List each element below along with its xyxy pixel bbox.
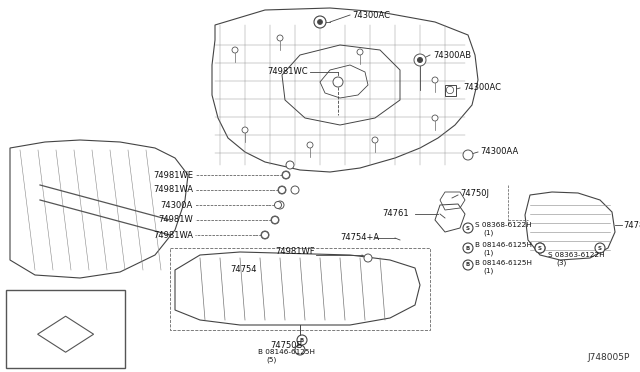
Text: (1): (1) xyxy=(483,268,493,274)
Text: 74981WA: 74981WA xyxy=(153,186,193,195)
Circle shape xyxy=(535,243,545,253)
Circle shape xyxy=(242,127,248,133)
Text: S: S xyxy=(466,225,470,231)
Text: S: S xyxy=(538,246,542,250)
Text: 74754: 74754 xyxy=(230,266,257,275)
Text: S 08368-6122H: S 08368-6122H xyxy=(475,222,532,228)
Text: S: S xyxy=(598,246,602,250)
Circle shape xyxy=(307,142,313,148)
Text: 74981WA: 74981WA xyxy=(153,231,193,240)
Text: 74750J: 74750J xyxy=(460,189,489,198)
Circle shape xyxy=(414,54,426,66)
Text: B 08146-6125H: B 08146-6125H xyxy=(258,349,315,355)
Circle shape xyxy=(278,186,286,194)
Circle shape xyxy=(357,49,363,55)
Circle shape xyxy=(271,216,279,224)
Text: B 08146-6125H: B 08146-6125H xyxy=(475,260,532,266)
Circle shape xyxy=(417,58,422,62)
Text: B: B xyxy=(466,263,470,267)
Circle shape xyxy=(463,150,473,160)
Text: 74882R: 74882R xyxy=(52,351,79,360)
Text: 74300A: 74300A xyxy=(161,201,193,209)
Circle shape xyxy=(282,171,290,179)
Text: B: B xyxy=(466,246,470,250)
Text: S 08363-6122H: S 08363-6122H xyxy=(548,252,605,258)
Circle shape xyxy=(282,171,289,179)
Text: (1): (1) xyxy=(483,250,493,256)
Circle shape xyxy=(463,243,473,253)
Text: 74981W: 74981W xyxy=(158,215,193,224)
Circle shape xyxy=(333,77,343,87)
Bar xyxy=(445,84,456,96)
Circle shape xyxy=(463,223,473,233)
Text: 74781: 74781 xyxy=(623,221,640,230)
Circle shape xyxy=(277,35,283,41)
Text: 74754+A: 74754+A xyxy=(340,234,379,243)
Text: 74750B: 74750B xyxy=(270,340,302,350)
Text: B: B xyxy=(300,337,304,343)
FancyBboxPatch shape xyxy=(6,290,125,368)
Circle shape xyxy=(297,335,307,345)
Circle shape xyxy=(295,345,305,355)
Text: (5): (5) xyxy=(266,357,276,363)
Circle shape xyxy=(291,186,299,194)
Circle shape xyxy=(262,231,269,238)
Circle shape xyxy=(535,243,545,253)
Circle shape xyxy=(432,77,438,83)
Circle shape xyxy=(314,16,326,28)
Circle shape xyxy=(372,137,378,143)
Circle shape xyxy=(446,86,454,94)
Circle shape xyxy=(275,202,282,208)
Circle shape xyxy=(276,201,284,209)
Text: (1): (1) xyxy=(483,230,493,236)
Text: 74981WE: 74981WE xyxy=(153,170,193,180)
Text: S: S xyxy=(538,246,542,250)
Circle shape xyxy=(463,260,473,270)
Text: 74300AC: 74300AC xyxy=(352,10,390,19)
Text: INSULATOR FUSIBLE: INSULATOR FUSIBLE xyxy=(10,300,89,309)
Circle shape xyxy=(286,161,294,169)
Text: (3): (3) xyxy=(556,260,566,266)
Circle shape xyxy=(232,47,238,53)
Text: 74300AB: 74300AB xyxy=(433,51,471,60)
Text: 74981WC: 74981WC xyxy=(268,67,308,77)
Text: 74300AC: 74300AC xyxy=(463,83,501,93)
Circle shape xyxy=(317,19,323,25)
Text: 74761: 74761 xyxy=(382,209,408,218)
Circle shape xyxy=(364,254,372,262)
Text: 74300AA: 74300AA xyxy=(480,148,518,157)
Circle shape xyxy=(595,243,605,253)
Text: J748005P: J748005P xyxy=(588,353,630,362)
Circle shape xyxy=(271,217,278,224)
Circle shape xyxy=(432,115,438,121)
Text: B 08146-6125H: B 08146-6125H xyxy=(475,242,532,248)
Text: 74981WF: 74981WF xyxy=(275,247,315,257)
Circle shape xyxy=(278,186,285,193)
Circle shape xyxy=(261,231,269,239)
